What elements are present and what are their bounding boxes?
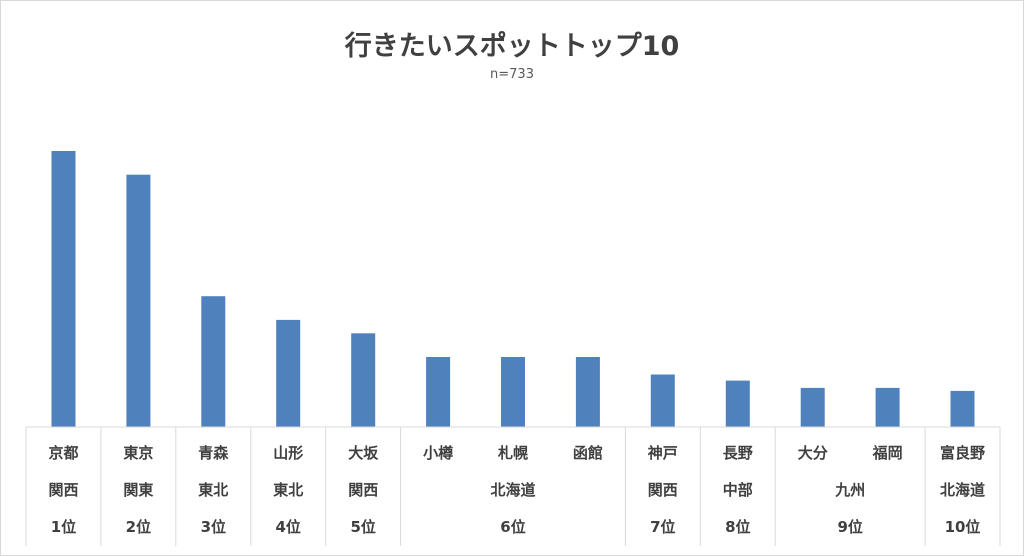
bar-京都	[51, 151, 76, 427]
tick-label-京都: 京都	[48, 444, 78, 462]
chart-subtitle: n=733	[490, 67, 534, 82]
region-label-2: 関東	[123, 481, 153, 499]
rank-label-3: 3位	[201, 518, 226, 536]
tick-label-大分: 大分	[798, 444, 828, 462]
region-label-4: 東北	[273, 481, 303, 499]
tick-label-東京: 東京	[123, 444, 153, 462]
tick-label-富良野: 富良野	[940, 444, 985, 462]
bar-富良野	[950, 390, 975, 427]
bar-東京	[126, 174, 151, 427]
region-label-1: 関西	[48, 481, 78, 499]
bar-神戸	[650, 374, 675, 427]
bar-山形	[276, 319, 301, 427]
rank-label-9: 9位	[837, 518, 862, 536]
region-label-8: 中部	[723, 481, 753, 499]
region-label-5: 関西	[348, 481, 378, 499]
tick-label-神戸: 神戸	[648, 444, 678, 462]
bar-福岡	[875, 387, 900, 427]
rank-label-5: 5位	[350, 518, 375, 536]
rank-label-1: 1位	[51, 518, 76, 536]
bar-小樽	[426, 357, 451, 427]
rank-label-8: 8位	[725, 518, 750, 536]
bar-札幌	[501, 357, 525, 427]
region-label-9: 九州	[834, 481, 865, 499]
rank-label-7: 7位	[650, 518, 675, 536]
region-label-6: 北海道	[490, 481, 535, 499]
tick-label-福岡: 福岡	[872, 444, 903, 462]
chart-title: 行きたいスポットトップ10	[344, 30, 680, 62]
region-label-10: 北海道	[940, 481, 985, 499]
bar-series	[51, 151, 975, 427]
bar-長野	[725, 380, 750, 427]
tick-label-山形: 山形	[273, 444, 303, 462]
tick-label-青森: 青森	[198, 444, 229, 462]
bar-大分	[800, 387, 825, 427]
bar-大坂	[351, 333, 376, 427]
rank-label-4: 4位	[275, 518, 300, 536]
region-label-3: 東北	[198, 481, 228, 499]
bar-青森	[201, 296, 226, 427]
tick-label-大坂: 大坂	[348, 444, 379, 462]
tick-label-札幌: 札幌	[497, 444, 528, 462]
tick-label-長野: 長野	[723, 444, 753, 462]
rank-label-2: 2位	[126, 518, 151, 536]
rank-label-6: 6位	[500, 518, 525, 536]
bar-函館	[575, 357, 600, 427]
rank-label-10: 10位	[945, 518, 981, 536]
tick-label-函館: 函館	[573, 444, 603, 462]
region-label-7: 関西	[648, 481, 678, 499]
tick-label-小樽: 小樽	[423, 444, 453, 462]
